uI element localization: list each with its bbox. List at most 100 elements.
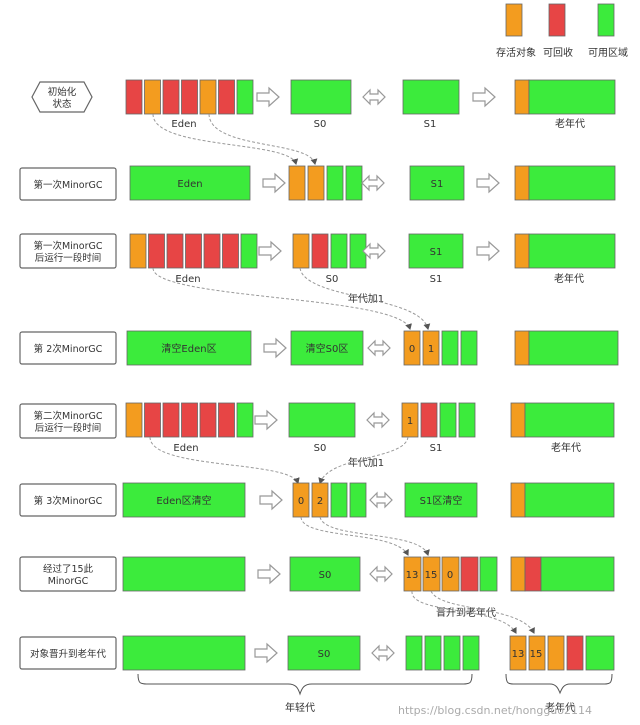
old-free bbox=[524, 402, 615, 438]
s1-region bbox=[402, 79, 460, 115]
step-label: MinorGC bbox=[48, 576, 89, 587]
s1-cell bbox=[420, 402, 438, 438]
eden-cell bbox=[222, 233, 239, 269]
eden-label: Eden bbox=[177, 179, 202, 190]
age-number: 2 bbox=[317, 496, 323, 507]
eden-cell bbox=[181, 79, 198, 115]
arrow-right bbox=[258, 240, 282, 262]
s1-cell bbox=[460, 330, 478, 366]
arrow-right bbox=[259, 489, 283, 511]
eden-cell bbox=[240, 233, 258, 269]
watermark: https://blog.csdn.net/hongguo2114 bbox=[398, 704, 592, 717]
s0-cell bbox=[330, 233, 348, 269]
eden-cell bbox=[166, 233, 184, 269]
eden-region bbox=[122, 482, 246, 518]
promote-path bbox=[208, 113, 318, 165]
arrow-swap bbox=[366, 411, 390, 429]
old-free bbox=[540, 556, 615, 592]
eden-cell bbox=[199, 402, 217, 438]
s0-region bbox=[288, 402, 356, 438]
step-label: 第 3次MinorGC bbox=[34, 495, 103, 507]
old-label: 老年代 bbox=[545, 701, 575, 714]
old-free bbox=[585, 635, 615, 671]
s1-cell bbox=[424, 635, 442, 671]
old-reclaim bbox=[524, 556, 542, 592]
s1-cell bbox=[441, 556, 460, 592]
s0-region bbox=[290, 79, 352, 115]
s1-region bbox=[409, 165, 465, 201]
promote-path bbox=[300, 516, 409, 556]
s1-cell bbox=[405, 635, 423, 671]
eden-label: Eden bbox=[173, 443, 198, 454]
age-number: 15 bbox=[530, 649, 543, 660]
eden-clear-label: Eden区清空 bbox=[156, 494, 211, 507]
s1-cell bbox=[443, 635, 461, 671]
s1-cell bbox=[458, 402, 476, 438]
eden-cell bbox=[148, 233, 165, 269]
step-box bbox=[31, 81, 93, 113]
arrow-swap bbox=[362, 242, 386, 260]
legend-survive-swatch bbox=[505, 3, 523, 37]
s1-region bbox=[408, 233, 464, 269]
eden-region bbox=[126, 330, 252, 366]
s0-region bbox=[289, 556, 361, 592]
arrow-right bbox=[263, 337, 287, 359]
s1-label: S1 bbox=[430, 443, 443, 454]
arrow-right bbox=[262, 172, 286, 194]
old-cell bbox=[509, 635, 527, 671]
legend: 存活对象 可回收 可用区域 bbox=[496, 3, 628, 59]
s1-cell bbox=[401, 402, 419, 438]
s1-cell bbox=[460, 556, 479, 592]
s0-region bbox=[287, 635, 361, 671]
arrow-swap bbox=[362, 88, 386, 106]
arrow-swap bbox=[369, 491, 393, 509]
eden-cell bbox=[236, 79, 254, 115]
legend-reclaim-swatch bbox=[548, 3, 566, 37]
s0-cell bbox=[330, 482, 348, 518]
s1-clear-label: S1区清空 bbox=[420, 494, 463, 507]
s0-label: S0 bbox=[314, 443, 327, 454]
s1-cell bbox=[403, 556, 422, 592]
eden-cell bbox=[162, 79, 180, 115]
s0-label: S0 bbox=[314, 119, 327, 130]
step-box bbox=[19, 483, 117, 517]
old-survive bbox=[510, 556, 526, 592]
eden-cell bbox=[144, 402, 161, 438]
step-label: 后运行一段时间 bbox=[35, 252, 102, 264]
s0-cell bbox=[307, 165, 325, 201]
age-number: 0 bbox=[298, 496, 304, 507]
s1-label: S1 bbox=[430, 247, 443, 258]
s1-cell bbox=[422, 330, 440, 366]
age-plus-label: 年代加1 bbox=[348, 456, 384, 469]
old-survive bbox=[514, 165, 530, 201]
clear-eden-label: 清空Eden区 bbox=[161, 342, 216, 355]
promote-path bbox=[152, 113, 299, 165]
s0-label: S0 bbox=[318, 649, 331, 660]
old-survive bbox=[510, 482, 526, 518]
s0-cell bbox=[326, 165, 344, 201]
s0-cell bbox=[292, 233, 310, 269]
eden-cell bbox=[218, 402, 235, 438]
old-free bbox=[528, 330, 619, 366]
step-label: 状态 bbox=[52, 98, 72, 110]
step-label: 初始化 bbox=[48, 86, 77, 98]
step-box bbox=[19, 167, 117, 201]
s1-cell bbox=[479, 556, 498, 592]
s1-cell bbox=[462, 635, 480, 671]
old-survive bbox=[514, 233, 530, 269]
s1-label: S1 bbox=[430, 274, 443, 285]
age-number: 1 bbox=[428, 344, 434, 355]
age-number: 15 bbox=[425, 570, 438, 581]
old-free bbox=[528, 233, 616, 269]
old-brace bbox=[505, 673, 613, 695]
eden-cell bbox=[181, 402, 198, 438]
old-survive bbox=[514, 79, 530, 115]
step-box bbox=[19, 636, 117, 670]
old-free bbox=[528, 79, 616, 115]
s1-region bbox=[404, 482, 478, 518]
legend-free-label: 可用区域 bbox=[588, 46, 628, 59]
arrow-right bbox=[254, 642, 278, 664]
s1-cell bbox=[403, 330, 421, 366]
eden-cell bbox=[125, 402, 143, 438]
s0-cell bbox=[311, 233, 329, 269]
